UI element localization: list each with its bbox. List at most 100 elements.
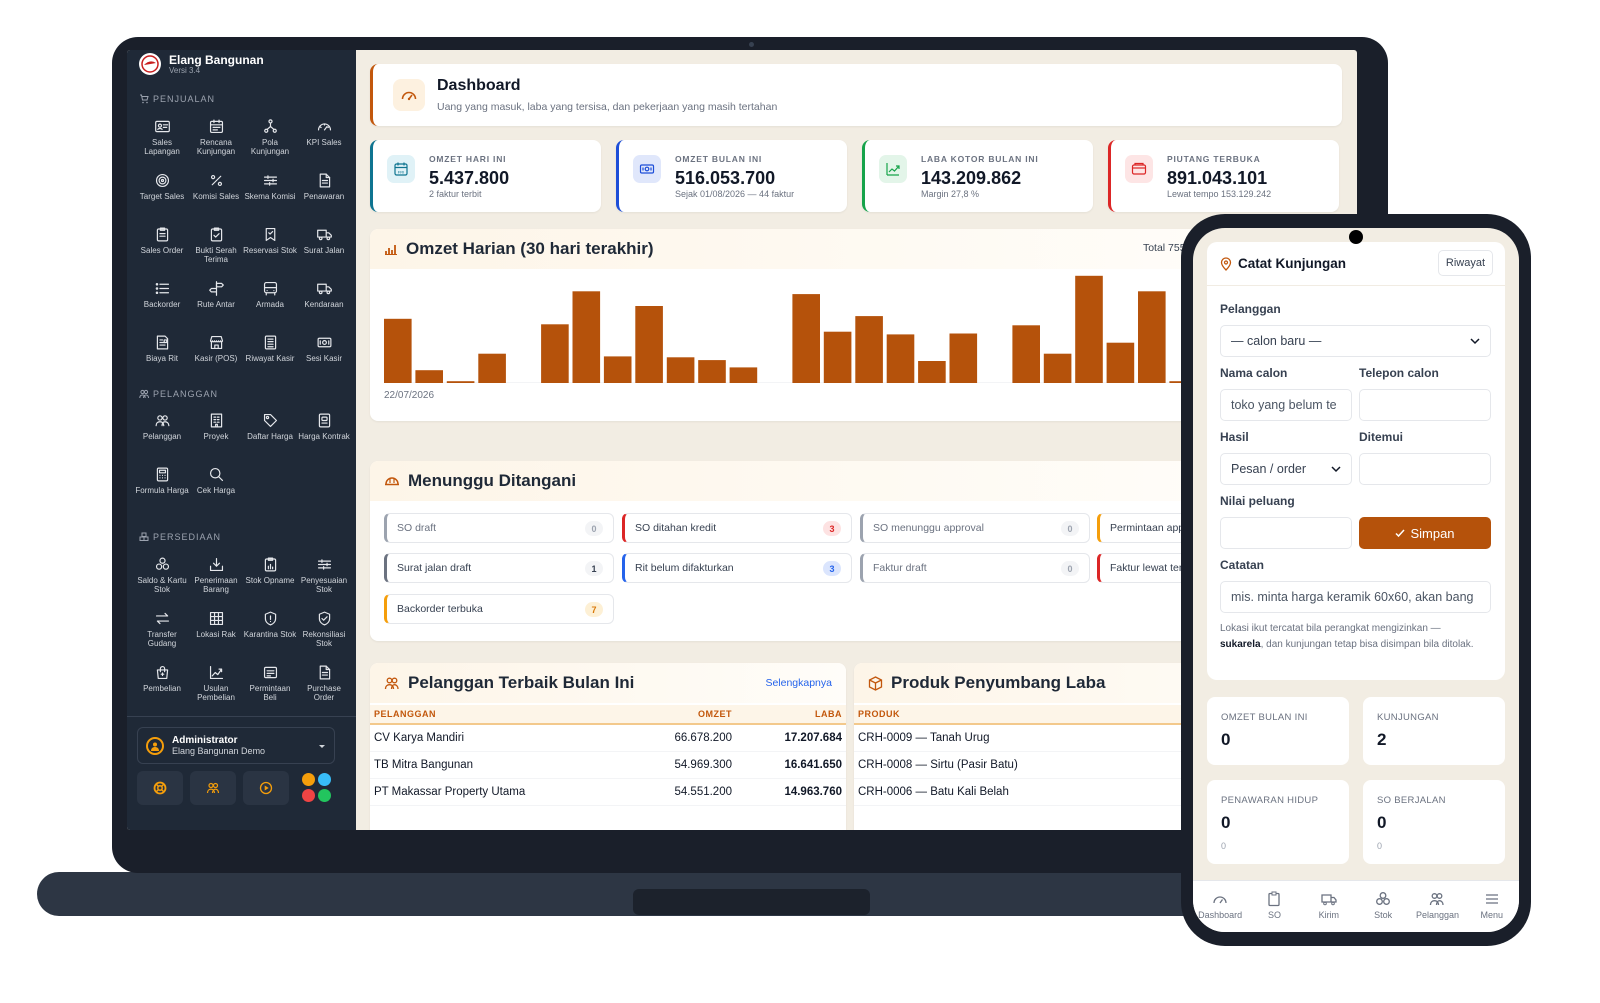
user-menu[interactable]: Administrator Elang Bangunan Demo: [137, 727, 335, 764]
quick-users-button[interactable]: [190, 771, 236, 805]
catatan-input[interactable]: mis. minta harga keramik 60x60, akan ban…: [1220, 581, 1491, 613]
metric-card[interactable]: KUNJUNGAN 2: [1363, 697, 1505, 765]
chart-bar[interactable]: [886, 334, 915, 383]
stat-card-omzet-hari-ini[interactable]: FRI OMZET HARI INI 5.437.800 2 faktur terbi…: [370, 140, 601, 212]
sidebar-item-rute-antar[interactable]: Rute Antar: [189, 280, 243, 324]
sidebar-item-proyek[interactable]: Proyek: [189, 412, 243, 456]
metric-card[interactable]: PENAWARAN HIDUP 0 0: [1207, 780, 1349, 864]
chart-bar[interactable]: [572, 291, 601, 383]
tab-menu[interactable]: Menu: [1465, 881, 1519, 932]
tab-so[interactable]: SO: [1247, 881, 1301, 932]
sidebar-item-transfer-gudang[interactable]: Transfer Gudang: [135, 610, 189, 654]
pending-item[interactable]: SO draft 0: [384, 513, 614, 543]
see-more-link[interactable]: Selengkapnya: [765, 677, 832, 689]
sidebar-item-formula-harga[interactable]: Formula Harga: [135, 466, 189, 510]
chart-bar[interactable]: [823, 331, 852, 383]
chart-bar[interactable]: [855, 316, 883, 383]
sidebar-item-daftar-harga[interactable]: Daftar Harga: [243, 412, 297, 456]
pending-item[interactable]: Surat jalan draft 1: [384, 553, 614, 583]
metric-card[interactable]: SO BERJALAN 0 0: [1363, 780, 1505, 864]
table-row[interactable]: CV Karya Mandiri 66.678.200 17.207.684: [370, 724, 846, 752]
sidebar-item-sales-lapangan[interactable]: Sales Lapangan: [135, 118, 189, 162]
ditemui-input[interactable]: [1359, 453, 1491, 485]
app-switcher-icon[interactable]: [302, 773, 334, 805]
sidebar-item-reservasi-stok[interactable]: Reservasi Stok: [243, 226, 297, 270]
telepon-calon-input[interactable]: [1359, 389, 1491, 421]
sidebar-item-cek-harga[interactable]: Cek Harga: [189, 466, 243, 510]
sidebar-item-backorder[interactable]: Backorder: [135, 280, 189, 324]
sidebar-item-kpi-sales[interactable]: KPI Sales: [297, 118, 351, 162]
sidebar-item-target-sales[interactable]: Target Sales: [135, 172, 189, 216]
chart-bar[interactable]: [698, 360, 726, 383]
chart-bar[interactable]: [1106, 342, 1135, 383]
pending-item[interactable]: SO ditahan kredit 3: [622, 513, 852, 543]
chart-bar[interactable]: [541, 324, 569, 383]
chart-bar[interactable]: [635, 306, 663, 383]
metric-card[interactable]: OMZET BULAN INI 0: [1207, 697, 1349, 765]
sidebar-item-harga-kontrak[interactable]: Harga Kontrak: [297, 412, 351, 456]
sidebar-item-karantina-stok[interactable]: Karantina Stok: [243, 610, 297, 654]
chart-bar[interactable]: [446, 381, 475, 383]
sidebar-item-surat-jalan[interactable]: Surat Jalan: [297, 226, 351, 270]
tab-kirim[interactable]: Kirim: [1302, 881, 1356, 932]
chart-bar[interactable]: [384, 318, 412, 383]
sidebar-item-pembelian[interactable]: Pembelian: [135, 664, 189, 708]
sidebar-item-stok-opname[interactable]: Stok Opname: [243, 556, 297, 600]
sidebar-item-penyesuaian-stok[interactable]: Penyesuaian Stok: [297, 556, 351, 600]
chart-bar[interactable]: [1043, 353, 1072, 383]
tab-dashboard[interactable]: Dashboard: [1193, 881, 1247, 932]
chart-bar[interactable]: [1138, 291, 1166, 383]
hasil-select[interactable]: Pesan / order: [1220, 453, 1352, 485]
pelanggan-select[interactable]: — calon baru —: [1220, 325, 1491, 357]
brand[interactable]: Elang Bangunan Versi 3.4: [139, 50, 264, 78]
save-button[interactable]: Simpan: [1359, 517, 1491, 549]
chart-bar[interactable]: [729, 367, 758, 383]
chart-bar[interactable]: [666, 357, 695, 383]
table-row[interactable]: PT Makassar Property Utama 54.551.200 14.9…: [370, 778, 846, 806]
history-button[interactable]: Riwayat: [1437, 250, 1493, 276]
stat-card-laba-kotor-bulan-ini[interactable]: LABA KOTOR BULAN INI 143.209.862 Margin 27…: [862, 140, 1093, 212]
chart-bar[interactable]: [949, 333, 978, 384]
sidebar-item-saldo-kartu-stok[interactable]: Saldo & Kartu Stok: [135, 556, 189, 600]
sidebar-item-rekonsiliasi-stok[interactable]: Rekonsiliasi Stok: [297, 610, 351, 654]
sidebar-item-penawaran[interactable]: Penawaran: [297, 172, 351, 216]
chart-bar[interactable]: [603, 356, 632, 383]
chart-bar[interactable]: [1012, 325, 1040, 383]
sidebar-item-kendaraan[interactable]: Kendaraan: [297, 280, 351, 324]
quick-help-button[interactable]: [137, 771, 183, 805]
sidebar-item-rencana-kunjungan[interactable]: Rencana Kunjungan: [189, 118, 243, 162]
sidebar-item-komisi-sales[interactable]: Komisi Sales: [189, 172, 243, 216]
nilai-peluang-input[interactable]: [1220, 517, 1352, 549]
chart-bar[interactable]: [918, 361, 946, 383]
chart-bar[interactable]: [1075, 275, 1103, 383]
sidebar-item-skema-komisi[interactable]: Skema Komisi: [243, 172, 297, 216]
chart-bar[interactable]: [415, 370, 443, 383]
sidebar-item-pola-kunjungan[interactable]: Pola Kunjungan: [243, 118, 297, 162]
pending-item[interactable]: Backorder terbuka 7: [384, 594, 614, 624]
nama-calon-input[interactable]: toko yang belum te: [1220, 389, 1352, 421]
sidebar-item-pelanggan[interactable]: Pelanggan: [135, 412, 189, 456]
sidebar-item-purchase-order[interactable]: Purchase Order: [297, 664, 351, 708]
tab-stok[interactable]: Stok: [1356, 881, 1410, 932]
sidebar-item-bukti-serah-terima[interactable]: Bukti Serah Terima: [189, 226, 243, 270]
sidebar-item-sales-order[interactable]: Sales Order: [135, 226, 189, 270]
sidebar-item-permintaan-beli[interactable]: Permintaan Beli: [243, 664, 297, 708]
sidebar-item-usulan-pembelian[interactable]: Usulan Pembelian: [189, 664, 243, 708]
sidebar-item-armada[interactable]: Armada: [243, 280, 297, 324]
table-row[interactable]: TB Mitra Bangunan 54.969.300 16.641.650: [370, 751, 846, 779]
quick-play-button[interactable]: [243, 771, 289, 805]
pending-item[interactable]: Rit belum difakturkan 3: [622, 553, 852, 583]
sidebar-item-riwayat-kasir[interactable]: Riwayat Kasir: [243, 334, 297, 378]
chart-bar[interactable]: [792, 294, 820, 383]
sidebar-item-biaya-rit[interactable]: Biaya Rit: [135, 334, 189, 378]
sidebar-item-penerimaan-barang[interactable]: Penerimaan Barang: [189, 556, 243, 600]
tab-pelanggan[interactable]: Pelanggan: [1410, 881, 1464, 932]
pending-item[interactable]: Faktur draft 0: [860, 553, 1090, 583]
sidebar-item-lokasi-rak[interactable]: Lokasi Rak: [189, 610, 243, 654]
stat-card-omzet-bulan-ini[interactable]: OMZET BULAN INI 516.053.700 Sejak 01/08/20…: [616, 140, 847, 212]
sidebar-item-kasir-pos[interactable]: Kasir (POS): [189, 334, 243, 378]
chart-bar[interactable]: [478, 353, 506, 383]
sidebar-item-sesi-kasir[interactable]: Sesi Kasir: [297, 334, 351, 378]
pending-item[interactable]: SO menunggu approval 0: [860, 513, 1090, 543]
stat-card-piutang-terbuka[interactable]: PIUTANG TERBUKA 891.043.101 Lewat tempo 15…: [1108, 140, 1339, 212]
